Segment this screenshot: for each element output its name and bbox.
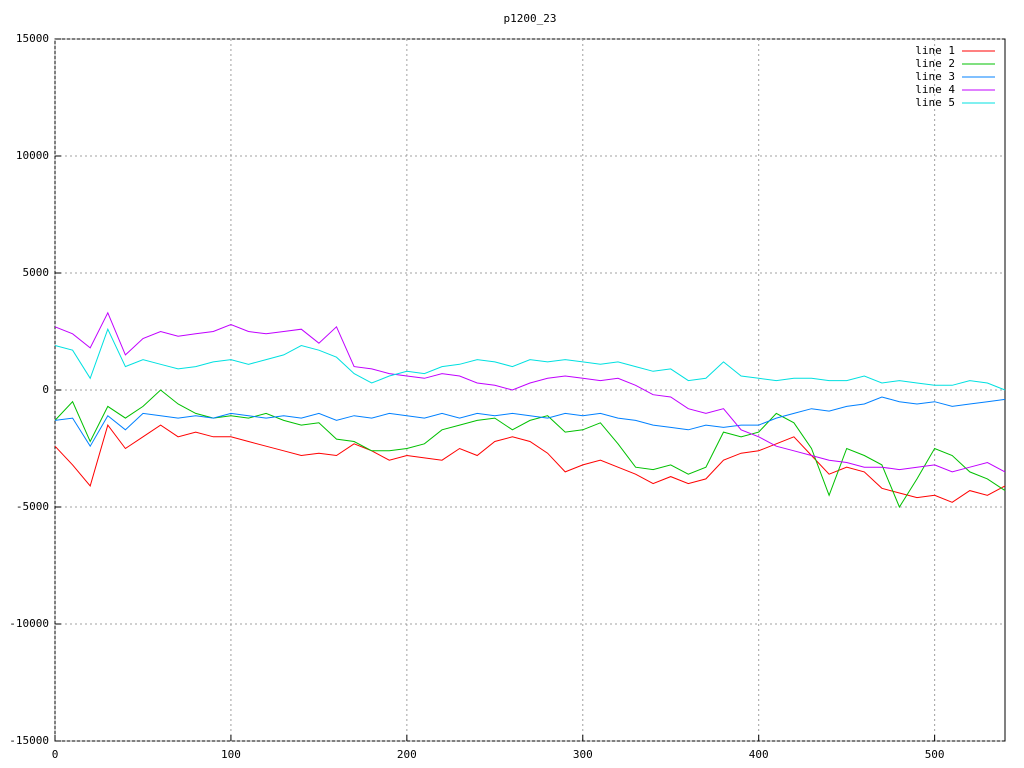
x-tick-label: 200 bbox=[397, 748, 417, 761]
series-line bbox=[54, 423, 1006, 503]
series-line bbox=[54, 396, 1006, 448]
legend-label: line 5 bbox=[915, 96, 955, 109]
y-tick-label: -10000 bbox=[9, 617, 49, 630]
series-line bbox=[54, 389, 1006, 509]
legend-label: line 3 bbox=[915, 70, 955, 83]
chart-title: p1200_23 bbox=[504, 12, 557, 25]
y-tick-label: 0 bbox=[42, 383, 49, 396]
series-line bbox=[54, 327, 1006, 391]
y-tick-label: 10000 bbox=[16, 149, 49, 162]
y-tick-label: -15000 bbox=[9, 734, 49, 747]
y-tick-label: 15000 bbox=[16, 32, 49, 45]
x-tick-label: 300 bbox=[573, 748, 593, 761]
x-tick-label: 500 bbox=[925, 748, 945, 761]
x-tick-label: 100 bbox=[221, 748, 241, 761]
x-tick-label: 400 bbox=[749, 748, 769, 761]
legend-label: line 4 bbox=[915, 83, 955, 96]
y-tick-label: 5000 bbox=[23, 266, 50, 279]
legend-label: line 2 bbox=[915, 57, 955, 70]
series-line bbox=[54, 311, 1006, 473]
y-tick-label: -5000 bbox=[16, 500, 49, 513]
x-tick-label: 0 bbox=[52, 748, 59, 761]
legend-label: line 1 bbox=[915, 44, 955, 57]
